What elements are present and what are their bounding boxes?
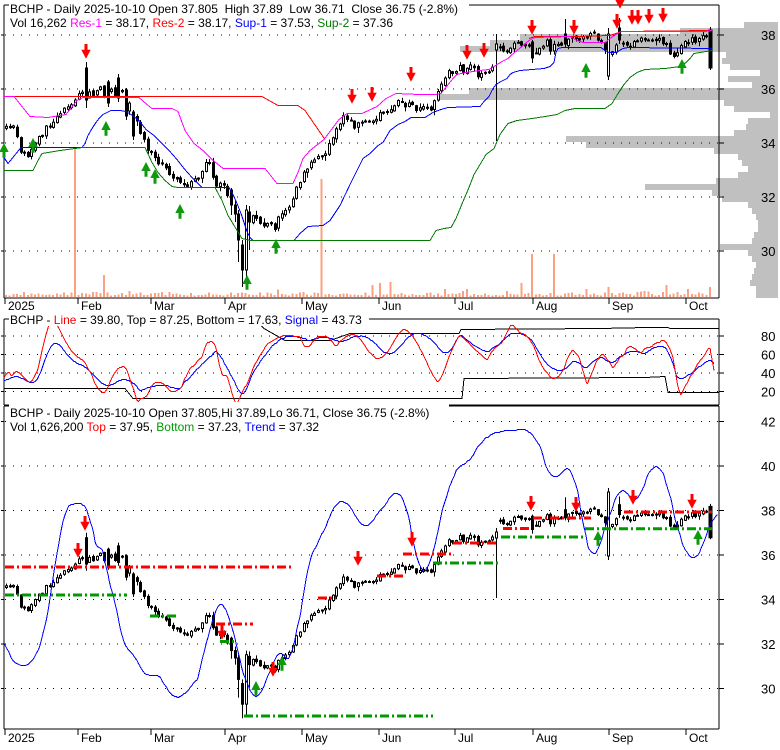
svg-text:40: 40 — [761, 459, 775, 474]
svg-text:32: 32 — [761, 190, 775, 205]
svg-text:30: 30 — [761, 682, 775, 697]
svg-text:Jul: Jul — [458, 299, 473, 313]
svg-text:32: 32 — [761, 637, 775, 652]
svg-text:Mar: Mar — [154, 299, 175, 313]
svg-text:60: 60 — [761, 348, 775, 363]
svg-text:Mar: Mar — [154, 731, 175, 745]
svg-text:Aug: Aug — [536, 731, 557, 745]
svg-text:Aug: Aug — [536, 299, 557, 313]
svg-text:Oct: Oct — [689, 299, 708, 313]
svg-text:BCHP - Daily 2025-10-10 Open 3: BCHP - Daily 2025-10-10 Open 37.805 High… — [10, 2, 458, 16]
svg-text:Jul: Jul — [458, 731, 473, 745]
svg-text:38: 38 — [761, 504, 775, 519]
svg-text:Sep: Sep — [612, 299, 634, 313]
svg-text:May: May — [305, 299, 328, 313]
svg-text:30: 30 — [761, 244, 775, 259]
svg-text:38: 38 — [761, 28, 775, 43]
svg-text:Vol 1,626,200 Top = 37.95, Bot: Vol 1,626,200 Top = 37.95, Bottom = 37.2… — [10, 420, 319, 434]
svg-text:Apr: Apr — [228, 731, 247, 745]
svg-text:Apr: Apr — [228, 299, 247, 313]
svg-text:40: 40 — [761, 366, 775, 381]
svg-text:Oct: Oct — [689, 731, 708, 745]
svg-text:BCHP - Line = 39.80, Top = 87.: BCHP - Line = 39.80, Top = 87.25, Bottom… — [10, 313, 362, 327]
svg-text:Jun: Jun — [382, 299, 401, 313]
svg-text:34: 34 — [761, 593, 775, 608]
svg-text:36: 36 — [761, 548, 775, 563]
svg-text:Feb: Feb — [81, 731, 102, 745]
svg-text:Jun: Jun — [382, 731, 401, 745]
svg-text:80: 80 — [761, 329, 775, 344]
svg-text:BCHP - Daily 2025-10-10 Open 3: BCHP - Daily 2025-10-10 Open 37.805,Hi 3… — [10, 406, 429, 420]
svg-text:42: 42 — [761, 415, 775, 430]
svg-text:34: 34 — [761, 136, 775, 151]
svg-text:Vol 16,262 Res-1 = 38.17, Res-: Vol 16,262 Res-1 = 38.17, Res-2 = 38.17,… — [10, 16, 393, 30]
svg-text:36: 36 — [761, 82, 775, 97]
svg-text:20: 20 — [761, 385, 775, 400]
svg-text:Sep: Sep — [612, 731, 634, 745]
svg-text:2025: 2025 — [8, 731, 35, 745]
svg-text:Feb: Feb — [81, 299, 102, 313]
svg-text:May: May — [305, 731, 328, 745]
svg-text:2025: 2025 — [8, 299, 35, 313]
